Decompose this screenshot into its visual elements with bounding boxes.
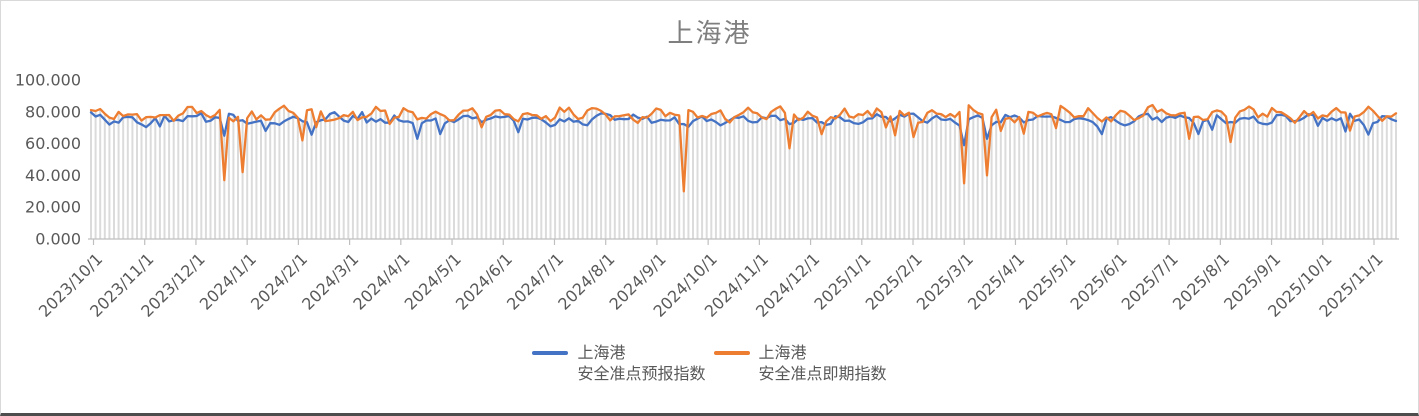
legend-label-spot-line2: 安全准点即期指数 [758, 364, 887, 383]
y-axis-label: 100.000 [15, 71, 81, 90]
series-line-forecast[interactable] [89, 110, 1398, 147]
legend-marker-spot-line-icon [713, 351, 750, 355]
y-axis-label: 20.000 [25, 198, 81, 217]
legend-marker-forecast-line-icon [532, 351, 569, 355]
series-line-spot[interactable] [89, 103, 1398, 193]
y-axis-label: 60.000 [25, 134, 81, 153]
x-axis: 2023/10/12023/11/12023/12/12024/1/12024/… [35, 238, 1399, 321]
legend-entry-spot[interactable]: 上海港 安全准点即期指数 [713, 342, 887, 384]
legend-label-spot-line1: 上海港 [758, 343, 807, 362]
y-axis-label: 80.000 [25, 102, 81, 121]
legend-label-forecast-line2: 安全准点预报指数 [577, 364, 706, 383]
y-axis-label: 0.000 [35, 230, 81, 249]
y-axis-label: 40.000 [25, 166, 81, 185]
y-axis-labels: 0.000 20.000 40.000 60.000 80.000 100.000 [15, 71, 81, 249]
droplines-group [90, 105, 1397, 239]
chart-title[interactable]: 上海港 [667, 19, 752, 49]
legend-entry-forecast[interactable]: 上海港 安全准点预报指数 [532, 342, 706, 384]
chart-legend: 上海港 安全准点预报指数 上海港 安全准点即期指数 [1, 342, 1418, 384]
legend-label-forecast: 上海港 安全准点预报指数 [577, 342, 705, 384]
legend-label-forecast-line1: 上海港 [577, 343, 626, 362]
legend-label-spot: 上海港 安全准点即期指数 [759, 342, 887, 384]
